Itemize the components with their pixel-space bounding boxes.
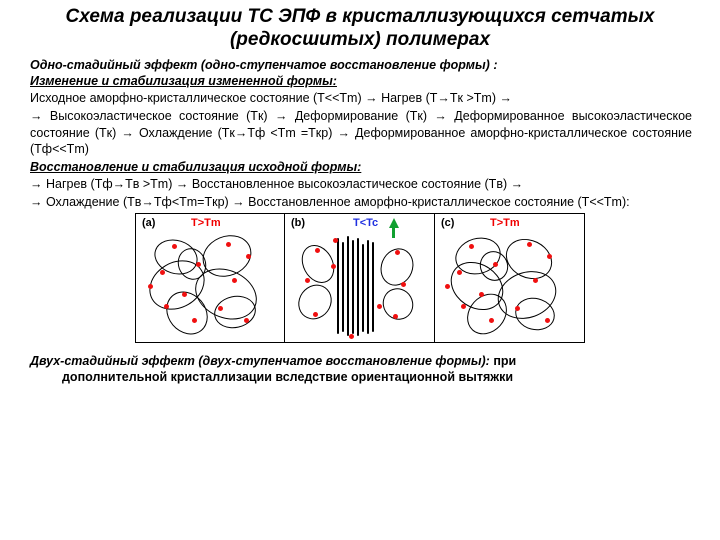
sub1-heading: Изменение и стабилизация измененной форм… (26, 74, 694, 88)
two-stage-tail: при (490, 354, 516, 368)
para1: Исходное аморфно-кристаллическое состоян… (26, 90, 694, 107)
section1-heading: Одно-стадийный эффект (одно-ступенчатое … (26, 58, 694, 72)
panel-b-label: (b) (291, 217, 305, 229)
panel-a-label: (a) (142, 217, 155, 229)
para3: → Нагрев (Tф→Tв >Tm) → Восстановленное в… (26, 176, 694, 193)
two-stage-block: Двух-стадийный эффект (двух-ступенчатое … (26, 353, 694, 386)
panel-c-label: (c) (441, 217, 454, 229)
panel-b-temp: T<Tc (353, 217, 378, 229)
arrow-stem (392, 228, 395, 238)
two-stage-cont: дополнительной кристаллизации вследствие… (30, 369, 692, 385)
figure-row: (a) T>Tm (b) T<Tc (26, 213, 694, 343)
panel-a: (a) T>Tm (135, 213, 285, 343)
para2: → Высокоэластическое состояние (Tк) → Де… (26, 108, 694, 158)
two-stage-lead: Двух-стадийный эффект (двух-ступенчатое … (30, 354, 490, 368)
panel-a-temp: T>Tm (191, 217, 221, 229)
panel-b: (b) T<Tc (285, 213, 435, 343)
panel-c-temp: T>Tm (490, 217, 520, 229)
para4: → Охлаждение (Tв→Tф<Tm=Tкр) → Восстановл… (26, 194, 694, 211)
panel-c: (c) T>Tm (435, 213, 585, 343)
sub2-heading: Восстановление и стабилизация исходной ф… (26, 160, 694, 174)
arrow-icon (389, 218, 399, 228)
page-title: Схема реализации ТС ЭПФ в кристаллизующи… (26, 6, 694, 52)
